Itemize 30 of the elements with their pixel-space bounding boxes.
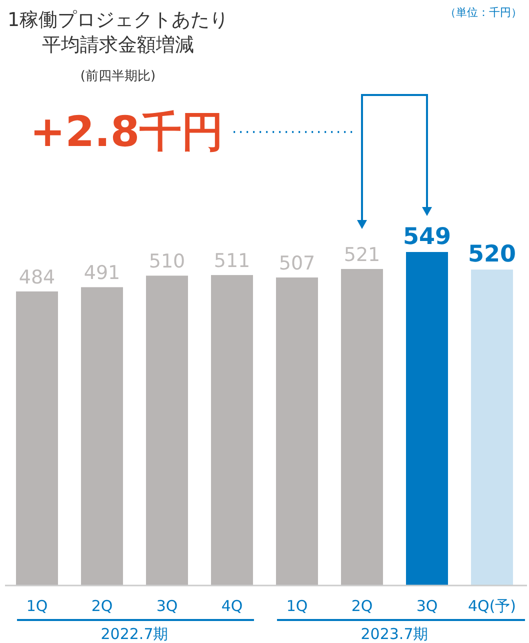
x-tick-label: 3Q xyxy=(416,597,438,615)
text: 2023.7期 xyxy=(360,625,428,643)
x-tick-label: 2Q xyxy=(91,597,113,615)
bar xyxy=(341,268,383,585)
text: +2.8千円 xyxy=(30,107,224,156)
x-tick-label: 2Q xyxy=(351,597,373,615)
bar xyxy=(406,252,448,585)
chart-subtitle: (前四半期比) xyxy=(80,69,156,84)
bar xyxy=(16,291,58,585)
bar xyxy=(276,277,318,585)
bar xyxy=(146,276,188,585)
x-tick-label: 1Q xyxy=(286,597,308,615)
x-tick-label: 3Q xyxy=(156,597,178,615)
bar xyxy=(471,270,513,585)
bar xyxy=(81,287,123,585)
chart-title: 1稼働プロジェクトあたり平均請求金額増減 xyxy=(7,9,229,56)
data-label: 520 xyxy=(468,242,516,268)
data-label: 484 xyxy=(18,266,56,288)
data-label: 521 xyxy=(344,244,380,266)
data-label: 549 xyxy=(402,224,452,250)
data-label: 510 xyxy=(148,250,186,273)
text: 2022.7期 xyxy=(100,625,168,643)
text: （単位：千円） xyxy=(445,6,522,19)
bar xyxy=(211,275,253,585)
x-tick-label: 4Q(予) xyxy=(468,597,516,615)
data-label: 491 xyxy=(84,262,120,284)
data-label: 511 xyxy=(214,250,250,272)
x-tick-label: 1Q xyxy=(26,597,48,615)
x-tick-label: 4Q xyxy=(221,597,243,615)
data-label: 507 xyxy=(278,252,316,274)
